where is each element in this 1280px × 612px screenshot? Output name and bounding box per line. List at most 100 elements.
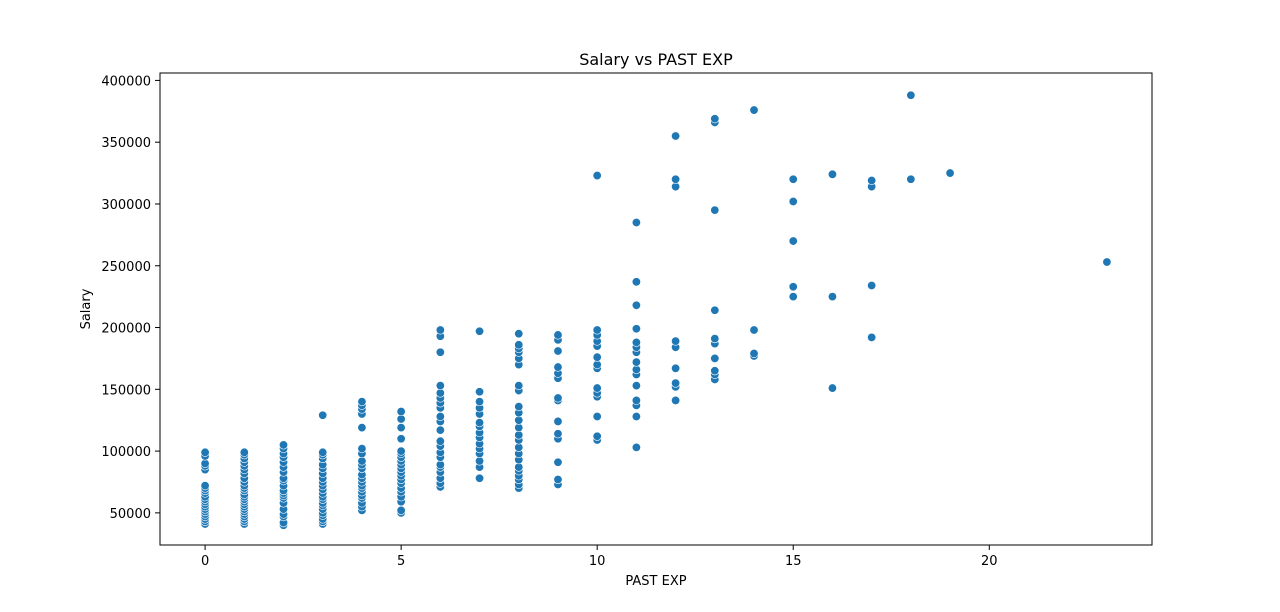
data-point [710,334,720,344]
data-point [827,292,837,302]
data-point [788,197,798,207]
data-point [514,329,524,339]
data-point [867,175,877,185]
data-point [788,236,798,246]
data-point [200,481,210,491]
data-point [435,347,445,357]
y-tick-label: 200000 [101,322,151,337]
data-point [553,416,563,426]
data-point [553,429,563,439]
data-point [553,346,563,356]
data-point [671,336,681,346]
data-point [553,457,563,467]
data-point [631,277,641,287]
y-tick-label: 150000 [101,383,151,398]
data-point [592,352,602,362]
data-point [592,411,602,421]
data-point [867,332,877,342]
data-point [867,281,877,291]
data-point [475,387,485,397]
data-point [710,353,720,363]
data-point [553,393,563,403]
data-point [631,324,641,334]
data-point [631,300,641,310]
data-point [788,174,798,184]
data-point [671,363,681,373]
data-point [749,348,759,358]
data-point [631,395,641,405]
data-point [788,282,798,292]
data-point [396,407,406,417]
y-tick-label: 50000 [110,507,151,522]
data-point [945,168,955,178]
data-point [514,340,524,350]
data-point [396,446,406,456]
chart-title: Salary vs PAST EXP [579,50,733,69]
x-tick-label: 0 [201,554,209,569]
x-axis-label: PAST EXP [625,574,686,589]
y-tick-label: 350000 [101,136,151,151]
data-point [671,378,681,388]
x-axis: 0 5 10 15 20 [201,545,998,569]
data-point [592,325,602,335]
data-point [435,425,445,435]
data-point [592,383,602,393]
plot-frame [159,72,1153,546]
data-point [906,174,916,184]
data-point [475,397,485,407]
data-point [396,505,406,515]
data-point [592,171,602,181]
data-point [396,423,406,433]
data-point [475,418,485,428]
data-point [475,326,485,336]
data-point [279,440,289,450]
data-point [514,402,524,412]
y-tick-label: 400000 [101,74,151,89]
x-tick-label: 15 [785,554,802,569]
points-layer [200,90,1112,530]
x-tick-label: 10 [589,554,606,569]
data-point [749,105,759,115]
data-point [357,423,367,433]
data-point [631,442,641,452]
data-point [475,473,485,483]
data-point [671,131,681,141]
y-axis: 50000 100000 150000 200000 250000 300000 35000… [101,74,160,522]
data-point [239,447,249,457]
data-point [710,205,720,215]
data-point [357,397,367,407]
data-point [906,90,916,100]
data-point [710,366,720,376]
data-point [514,381,524,391]
data-point [553,475,563,485]
data-point [435,325,445,335]
data-point [435,436,445,446]
x-tick-label: 5 [397,554,405,569]
y-tick-label: 250000 [101,260,151,275]
data-point [200,447,210,457]
data-point [749,325,759,335]
data-point [631,337,641,347]
data-point [671,395,681,405]
data-point [710,305,720,315]
data-point [827,169,837,179]
data-point [710,114,720,124]
data-point [396,434,406,444]
data-point [435,411,445,421]
data-point [1102,257,1112,267]
data-point [827,383,837,393]
data-point [631,381,641,391]
x-tick-label: 20 [981,554,998,569]
data-point [592,431,602,441]
y-tick-label: 300000 [101,198,151,213]
data-point [318,410,328,420]
data-point [788,292,798,302]
y-tick-label: 100000 [101,445,151,460]
data-point [631,357,641,367]
data-point [631,218,641,228]
data-point [671,174,681,184]
data-point [631,411,641,421]
data-point [553,330,563,340]
data-point [318,447,328,457]
